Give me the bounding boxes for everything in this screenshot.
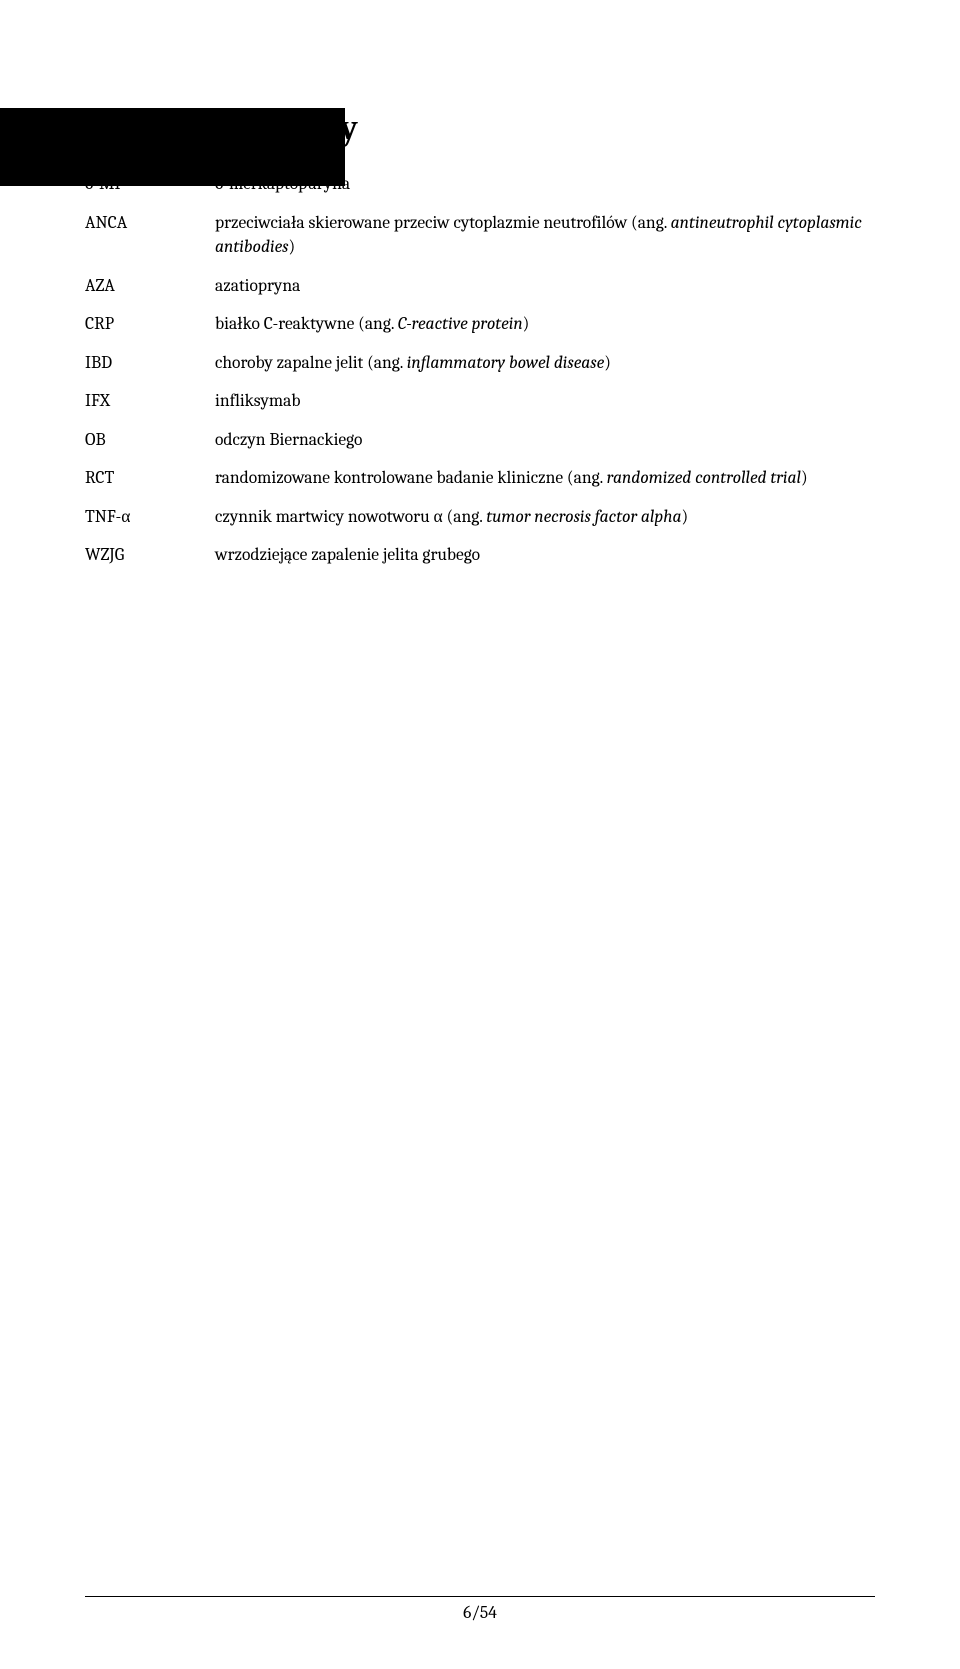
document-page: Skróty i akronimy 6-MP6-merkaptopurynaAN… [0, 108, 960, 1669]
abbreviation-row: ANCAprzeciwciała skierowane przeciw cyto… [85, 211, 875, 260]
abbreviation-term: ANCA [85, 211, 215, 260]
abbreviation-row: TNF-αczynnik martwicy nowotworu α (ang. … [85, 505, 875, 530]
page-number: 6/54 [0, 1603, 960, 1623]
abbreviation-definition: azatiopryna [215, 274, 875, 299]
abbreviation-definition: białko C-reaktywne (ang. C-reactive prot… [215, 312, 875, 337]
abbreviation-definition: infliksymab [215, 389, 875, 414]
abbreviation-list: 6-MP6-merkaptopurynaANCAprzeciwciała ski… [85, 172, 875, 568]
abbreviation-definition: wrzodziejące zapalenie jelita grubego [215, 543, 875, 568]
abbreviation-definition: randomizowane kontrolowane badanie klini… [215, 466, 875, 491]
abbreviation-row: RCTrandomizowane kontrolowane badanie kl… [85, 466, 875, 491]
abbreviation-term: IBD [85, 351, 215, 376]
abbreviation-definition: choroby zapalne jelit (ang. inflammatory… [215, 351, 875, 376]
abbreviation-term: WZJG [85, 543, 215, 568]
abbreviation-row: OBodczyn Biernackiego [85, 428, 875, 453]
abbreviation-definition: czynnik martwicy nowotworu α (ang. tumor… [215, 505, 875, 530]
abbreviation-row: IFXinfliksymab [85, 389, 875, 414]
abbreviation-term: TNF-α [85, 505, 215, 530]
abbreviation-term: RCT [85, 466, 215, 491]
abbreviation-term: IFX [85, 389, 215, 414]
abbreviation-definition: przeciwciała skierowane przeciw cytoplaz… [215, 211, 875, 260]
abbreviation-term: OB [85, 428, 215, 453]
abbreviation-row: CRPbiałko C-reaktywne (ang. C-reactive p… [85, 312, 875, 337]
abbreviation-row: IBDchoroby zapalne jelit (ang. inflammat… [85, 351, 875, 376]
abbreviation-term: AZA [85, 274, 215, 299]
footer-rule [85, 1596, 875, 1597]
abbreviation-definition: odczyn Biernackiego [215, 428, 875, 453]
abbreviation-row: AZAazatiopryna [85, 274, 875, 299]
redacted-block [0, 108, 345, 186]
abbreviation-term: CRP [85, 312, 215, 337]
abbreviation-row: WZJGwrzodziejące zapalenie jelita grubeg… [85, 543, 875, 568]
